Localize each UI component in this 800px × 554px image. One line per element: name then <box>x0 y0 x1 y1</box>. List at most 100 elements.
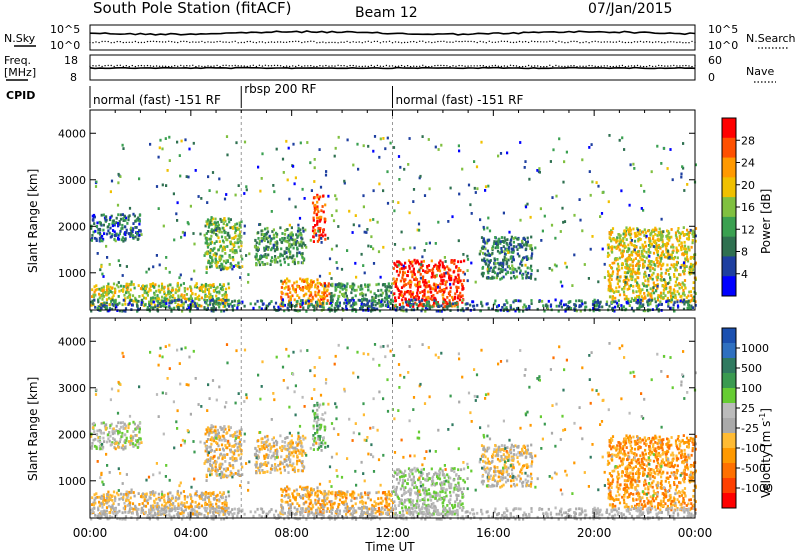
power-cell <box>149 306 153 309</box>
power-cell <box>408 211 411 215</box>
noise-search-point <box>252 41 254 43</box>
power-cell <box>694 227 698 230</box>
power-cell <box>231 247 234 251</box>
power-cell <box>597 305 600 308</box>
velocity-cell <box>193 508 196 512</box>
power-cell <box>657 231 660 234</box>
power-cell <box>502 268 505 272</box>
velocity-cell <box>212 493 215 497</box>
power-cell <box>225 261 228 265</box>
power-cell <box>117 223 120 227</box>
power-cell <box>667 251 670 255</box>
power-cell <box>258 260 261 264</box>
power-cell <box>618 248 621 252</box>
power-cell <box>117 181 120 185</box>
power-cell <box>286 277 289 281</box>
power-cell <box>625 307 628 311</box>
power-cell <box>595 181 598 184</box>
power-cell <box>422 280 425 284</box>
power-cell <box>331 300 334 304</box>
power-cell <box>168 159 171 162</box>
power-cell <box>393 280 396 284</box>
power-cell <box>288 242 291 246</box>
nave-point <box>476 65 478 67</box>
power-cell <box>483 252 486 256</box>
power-cell <box>273 236 276 240</box>
power-cell <box>487 184 490 188</box>
power-cell <box>262 263 265 266</box>
power-cell <box>648 274 651 277</box>
power-cell <box>558 304 561 308</box>
power-cell <box>272 228 275 232</box>
power-cell <box>112 219 115 223</box>
power-cell <box>366 283 370 287</box>
power-cell <box>322 291 325 295</box>
power-cell <box>649 260 652 263</box>
power-cell <box>580 304 583 308</box>
power-cell <box>386 201 390 205</box>
power-cell <box>118 220 121 223</box>
power-cell <box>418 280 421 284</box>
power-cell <box>144 287 147 290</box>
power-cell <box>480 272 483 276</box>
power-cell <box>637 232 641 235</box>
velocity-cell <box>134 434 137 437</box>
power-cell <box>616 262 620 266</box>
power-cell <box>229 240 232 244</box>
power-cell <box>439 282 442 286</box>
power-cell <box>134 226 137 229</box>
power-cell <box>200 287 203 290</box>
power-cell <box>632 289 635 293</box>
noise-search-point <box>174 41 176 43</box>
power-cell <box>497 304 500 307</box>
power-cell <box>621 253 624 256</box>
power-cell <box>369 305 372 308</box>
power-cell <box>423 292 426 296</box>
power-cell <box>352 299 355 302</box>
power-cell <box>266 304 270 308</box>
noise-search-point <box>488 40 490 42</box>
power-cell <box>91 234 94 237</box>
power-cell <box>105 305 108 309</box>
nave-point <box>237 65 239 67</box>
power-cell <box>496 258 499 261</box>
power-cell <box>637 276 640 280</box>
noise-search-point <box>621 41 624 43</box>
nave-point <box>225 64 227 67</box>
power-cell <box>483 227 486 231</box>
noise-search-point <box>485 42 487 44</box>
power-cell <box>334 286 337 289</box>
noise-search-point <box>295 40 297 42</box>
power-cell <box>589 193 592 197</box>
power-cell <box>112 282 116 286</box>
power-cell <box>143 291 146 295</box>
power-cell <box>114 289 117 292</box>
power-cell <box>376 220 379 224</box>
noise-search-point <box>128 41 130 43</box>
power-cell <box>448 274 451 277</box>
power-cell <box>362 144 365 148</box>
power-cell <box>500 248 503 252</box>
nave-point <box>382 65 385 68</box>
power-cell <box>101 304 104 308</box>
power-cell <box>567 301 570 304</box>
nave-point <box>691 65 693 68</box>
power-cell <box>621 249 624 253</box>
power-cell <box>109 190 112 194</box>
power-cell <box>609 284 612 288</box>
power-cell <box>625 238 628 241</box>
power-cell <box>220 235 224 239</box>
power-cell <box>91 295 94 298</box>
power-cell <box>607 272 610 276</box>
power-cell <box>219 287 222 290</box>
power-cell <box>690 271 693 275</box>
power-cell <box>631 272 634 276</box>
power-cell <box>395 277 398 281</box>
power-cell <box>377 289 380 292</box>
power-cell <box>235 249 238 252</box>
power-cell <box>646 293 649 297</box>
power-cell <box>617 303 620 307</box>
power-cell <box>102 223 105 227</box>
power-cell <box>613 238 616 242</box>
